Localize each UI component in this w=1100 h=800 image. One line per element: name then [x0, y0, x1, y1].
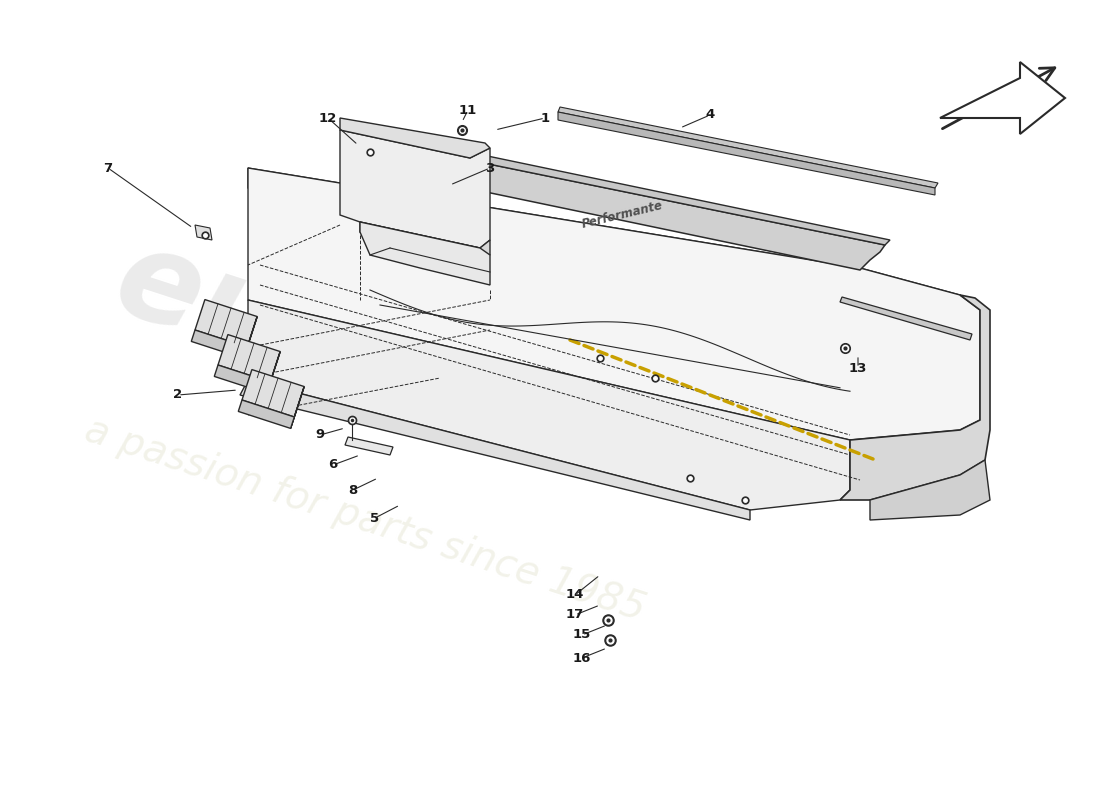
Text: 16: 16	[573, 651, 591, 665]
Text: 14: 14	[565, 589, 584, 602]
Text: 9: 9	[316, 429, 324, 442]
Polygon shape	[218, 334, 280, 382]
Polygon shape	[360, 222, 490, 285]
Polygon shape	[248, 300, 850, 510]
Polygon shape	[360, 222, 490, 255]
Text: 13: 13	[849, 362, 867, 374]
Polygon shape	[290, 386, 305, 429]
Text: 3: 3	[485, 162, 495, 174]
Polygon shape	[195, 299, 257, 347]
Polygon shape	[340, 130, 490, 248]
Text: 12: 12	[319, 111, 337, 125]
Text: a passion for parts since 1985: a passion for parts since 1985	[80, 410, 650, 628]
Polygon shape	[870, 460, 990, 520]
Text: 15: 15	[573, 629, 591, 642]
Polygon shape	[940, 62, 1065, 134]
Polygon shape	[340, 118, 490, 158]
Text: 17: 17	[565, 609, 584, 622]
Polygon shape	[191, 330, 248, 358]
Text: 5: 5	[371, 511, 380, 525]
Polygon shape	[248, 168, 960, 338]
Polygon shape	[345, 437, 393, 455]
Polygon shape	[195, 225, 212, 240]
Polygon shape	[239, 400, 295, 429]
Text: 8: 8	[349, 483, 358, 497]
Polygon shape	[266, 351, 280, 394]
Text: europarts: europarts	[100, 218, 794, 546]
Text: 1: 1	[540, 111, 550, 125]
Text: 4: 4	[705, 109, 715, 122]
Text: 11: 11	[459, 103, 477, 117]
Polygon shape	[558, 112, 935, 195]
Polygon shape	[840, 295, 990, 500]
Polygon shape	[420, 144, 890, 245]
Text: 7: 7	[103, 162, 112, 174]
Polygon shape	[390, 150, 886, 270]
Text: 2: 2	[174, 389, 183, 402]
Polygon shape	[240, 380, 750, 520]
Text: 6: 6	[329, 458, 338, 471]
Polygon shape	[214, 365, 271, 394]
Polygon shape	[242, 370, 305, 417]
Text: Performante: Performante	[580, 199, 664, 231]
Polygon shape	[840, 297, 972, 340]
Polygon shape	[243, 317, 257, 358]
Polygon shape	[248, 168, 980, 440]
Polygon shape	[558, 107, 938, 188]
